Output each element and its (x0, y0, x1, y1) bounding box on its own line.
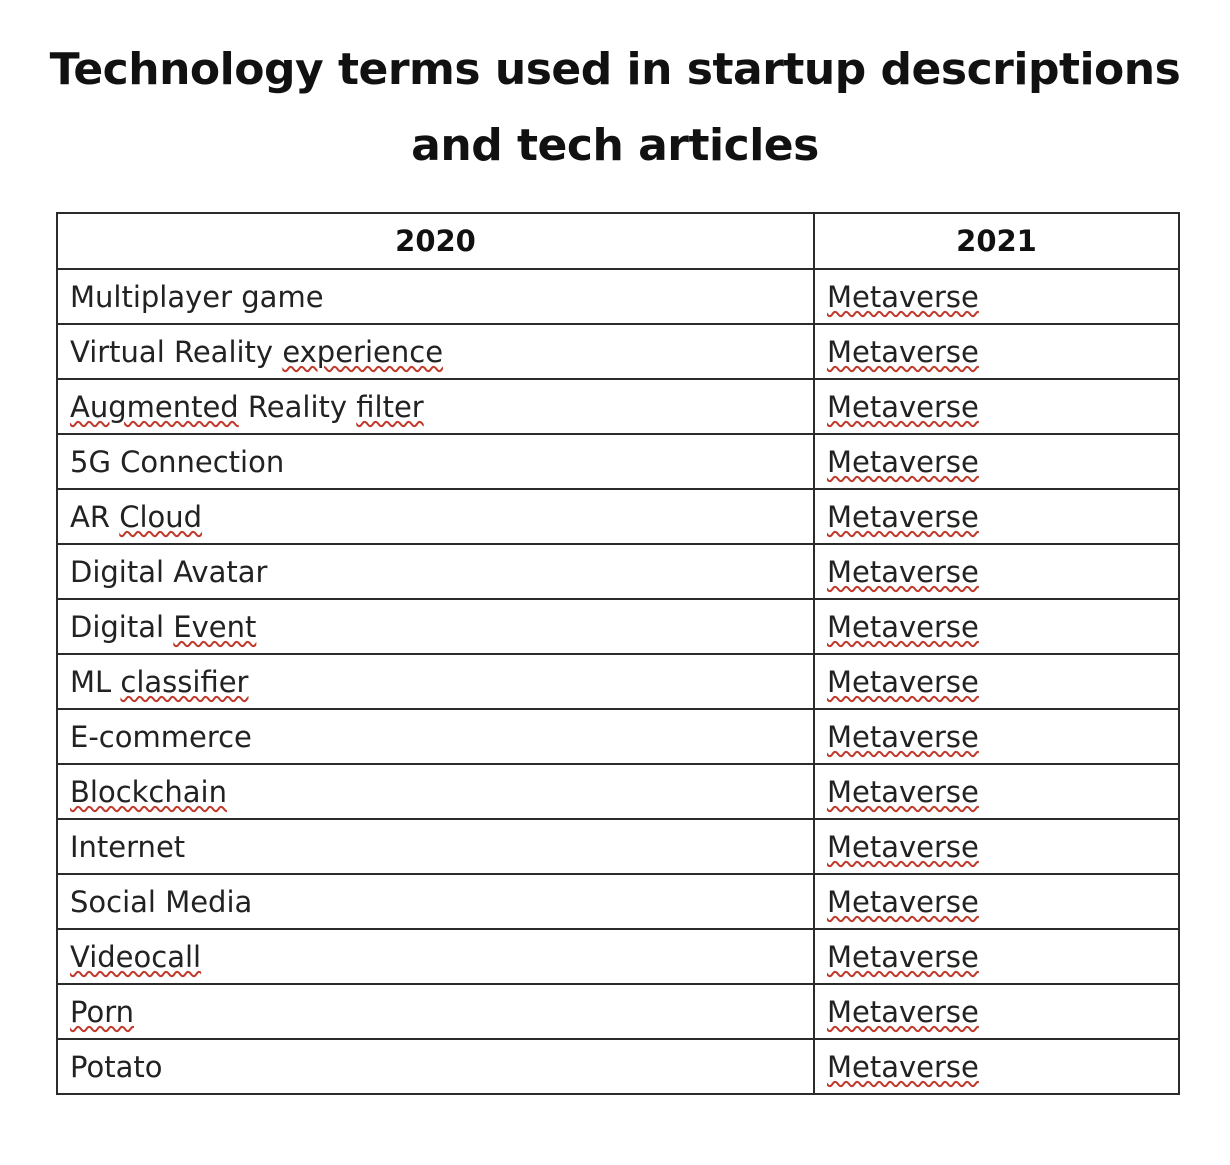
term-2021: Metaverse (827, 884, 979, 919)
table-row: Social Media Metaverse (56, 873, 1180, 930)
term-2021-cell: Metaverse (813, 268, 1180, 325)
term-2020-cell: Digital Avatar (56, 543, 815, 600)
term-2020-cell: Videocall (56, 928, 815, 985)
term-2020-part-2: Reality (238, 389, 357, 424)
term-2020: Blockchain (70, 774, 227, 809)
table-row: E-commerce Metaverse (56, 708, 1180, 765)
term-2020: E-commerce (70, 719, 252, 754)
term-2021-cell: Metaverse (813, 818, 1180, 875)
term-2021-cell: Metaverse (813, 378, 1180, 435)
term-2020-cell: Blockchain (56, 763, 815, 820)
term-2021-cell: Metaverse (813, 543, 1180, 600)
term-2020: Multiplayer game (70, 279, 324, 314)
term-2020-cell: 5G Connection (56, 433, 815, 490)
table-row: Internet Metaverse (56, 818, 1180, 875)
term-2021: Metaverse (827, 719, 979, 754)
term-2021: Metaverse (827, 609, 979, 644)
term-2021: Metaverse (827, 334, 979, 369)
term-2021: Metaverse (827, 939, 979, 974)
term-2020-cell: Potato (56, 1038, 815, 1095)
term-2020-cell: Internet (56, 818, 815, 875)
term-2020-part-1: AR (70, 499, 120, 534)
table-row: ML classifier Metaverse (56, 653, 1180, 710)
term-2020: Videocall (70, 939, 202, 974)
table-row: Digital Event Metaverse (56, 598, 1180, 655)
term-2020-part-1: Augmented (70, 389, 239, 424)
term-2021-cell: Metaverse (813, 488, 1180, 545)
table-row: Digital Avatar Metaverse (56, 543, 1180, 600)
table-row: Blockchain Metaverse (56, 763, 1180, 820)
term-2020-part-2: classifier (120, 664, 249, 699)
term-2021-cell: Metaverse (813, 323, 1180, 380)
table-row: Augmented Reality filter Metaverse (56, 378, 1180, 435)
header-row: 2020 2021 (56, 212, 1180, 270)
term-2020-cell: Multiplayer game (56, 268, 815, 325)
term-2021-cell: Metaverse (813, 1038, 1180, 1095)
term-2021-cell: Metaverse (813, 653, 1180, 710)
term-2020-cell: Digital Event (56, 598, 815, 655)
term-2020: Porn (70, 994, 134, 1029)
table-row: AR Cloud Metaverse (56, 488, 1180, 545)
term-2020: 5G Connection (70, 444, 285, 479)
term-2021: Metaverse (827, 554, 979, 589)
term-2021: Metaverse (827, 499, 979, 534)
title-line-1: Technology terms used in startup descrip… (49, 44, 1181, 95)
term-2020-part-1: Virtual Reality (70, 334, 283, 369)
term-2021: Metaverse (827, 279, 979, 314)
title-line-2: and tech articles (411, 120, 819, 171)
term-2021: Metaverse (827, 994, 979, 1029)
term-2021-cell: Metaverse (813, 873, 1180, 930)
term-2021: Metaverse (827, 829, 979, 864)
term-2021-cell: Metaverse (813, 983, 1180, 1040)
term-2020-part-3: filter (356, 389, 424, 424)
term-2021: Metaverse (827, 444, 979, 479)
term-2021: Metaverse (827, 774, 979, 809)
term-2020-cell: E-commerce (56, 708, 815, 765)
term-2020-part-1: ML (70, 664, 121, 699)
term-2020: Social Media (70, 884, 253, 919)
table-row: 5G Connection Metaverse (56, 433, 1180, 490)
term-2020: Digital Avatar (70, 554, 268, 589)
table-row: Potato Metaverse (56, 1038, 1180, 1095)
term-2020-part-2: experience (282, 334, 444, 369)
term-2020-cell: ML classifier (56, 653, 815, 710)
term-2021: Metaverse (827, 389, 979, 424)
table-row: Virtual Reality experience Metaverse (56, 323, 1180, 380)
term-2021: Metaverse (827, 664, 979, 699)
terms-table: 2020 2021 Multiplayer game Metaverse Vir… (56, 212, 1180, 1095)
header-2020: 2020 (56, 212, 815, 270)
table-row: Videocall Metaverse (56, 928, 1180, 985)
term-2020-cell: Social Media (56, 873, 815, 930)
term-2020: Potato (70, 1049, 163, 1084)
term-2020-cell: AR Cloud (56, 488, 815, 545)
term-2021-cell: Metaverse (813, 708, 1180, 765)
term-2021-cell: Metaverse (813, 433, 1180, 490)
table-row: Porn Metaverse (56, 983, 1180, 1040)
term-2020-cell: Porn (56, 983, 815, 1040)
page-title: Technology terms used in startup descrip… (0, 32, 1230, 184)
term-2020-cell: Virtual Reality experience (56, 323, 815, 380)
table-row: Multiplayer game Metaverse (56, 268, 1180, 325)
term-2020: Internet (70, 829, 186, 864)
term-2021-cell: Metaverse (813, 598, 1180, 655)
term-2021: Metaverse (827, 1049, 979, 1084)
term-2020-part-2: Cloud (119, 499, 203, 534)
term-2020-part-2: Event (173, 609, 257, 644)
term-2020-part-1: Digital (70, 609, 174, 644)
term-2021-cell: Metaverse (813, 763, 1180, 820)
term-2021-cell: Metaverse (813, 928, 1180, 985)
term-2020-cell: Augmented Reality filter (56, 378, 815, 435)
header-2021: 2021 (813, 212, 1180, 270)
